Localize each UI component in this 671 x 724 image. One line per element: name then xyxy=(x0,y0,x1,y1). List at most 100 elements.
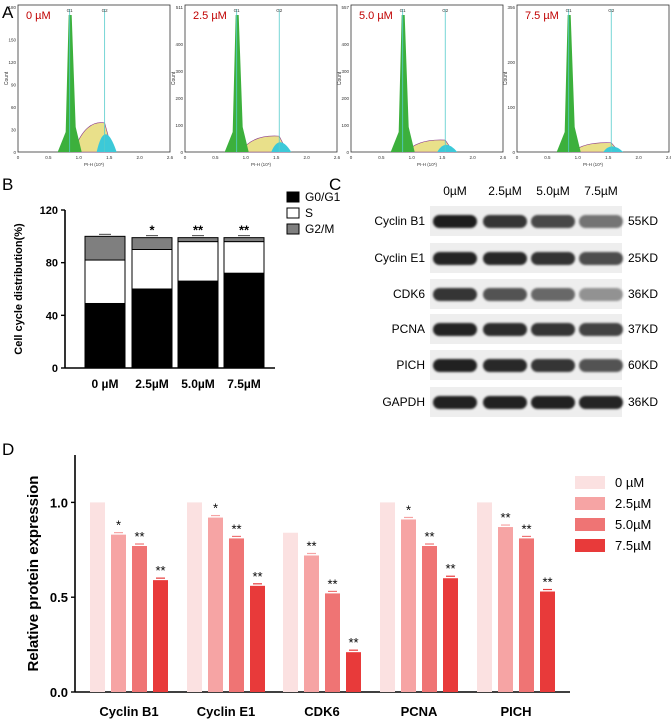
x-tick-label: 0.5 xyxy=(544,155,551,160)
bar-g2m xyxy=(177,237,219,243)
significance-mark: ** xyxy=(542,575,552,590)
blot-band xyxy=(483,288,527,301)
concentration-label: 7.5 µM xyxy=(525,10,559,22)
histogram-frame xyxy=(184,4,338,153)
legend-swatch xyxy=(575,539,605,552)
significance-mark: ** xyxy=(155,563,165,578)
bar-cyclinb1 xyxy=(153,580,168,692)
y-tick-label: 0.5 xyxy=(50,590,68,605)
blot-band xyxy=(531,359,575,372)
bar-pcna xyxy=(422,546,437,692)
significance-mark: ** xyxy=(348,635,358,650)
blot-band xyxy=(579,359,623,372)
legend-swatch xyxy=(286,223,300,235)
x-tick-label: 2.0 xyxy=(136,155,143,160)
y-top-label: 511 xyxy=(176,5,184,10)
blot-band xyxy=(531,396,575,409)
histogram-frame xyxy=(350,4,504,153)
legend-label: 5.0µM xyxy=(615,517,651,532)
y-tick-label: 60 xyxy=(11,105,17,110)
legend-swatch xyxy=(286,207,300,219)
x-tick-label: 0 µM xyxy=(92,377,119,391)
significance-mark: ** xyxy=(231,521,241,536)
y-tick-label: 100 xyxy=(341,123,349,128)
blot-band xyxy=(579,252,623,265)
x-tick-label: 0 xyxy=(516,155,519,160)
panel-a-letter: A xyxy=(2,3,14,22)
y-tick-label: 90 xyxy=(11,83,17,88)
gate-label-g2: G2 xyxy=(442,8,449,13)
x-tick-label: Cyclin B1 xyxy=(99,704,158,719)
blot-band xyxy=(433,323,477,336)
legend-swatch xyxy=(575,476,605,489)
x-axis-label: PI-H (10⁵) xyxy=(84,162,105,167)
blot-band xyxy=(483,396,527,409)
blot-band xyxy=(531,215,575,228)
molecular-weight: 36KD xyxy=(628,395,659,409)
y-tick-label: 0 xyxy=(180,150,183,155)
bar-pich xyxy=(540,591,555,692)
protein-name: PICH xyxy=(396,358,425,372)
histogram-0: 0 30 60 90 120 150 180 Count 0 0.5 1.0 1.5 2.0 2.6 PI-… xyxy=(4,4,174,167)
x-tick-label: PICH xyxy=(500,704,531,719)
x-tick-label: 1.0 xyxy=(575,155,582,160)
y-tick-label: 0 xyxy=(512,150,515,155)
significance-mark: ** xyxy=(445,561,455,576)
x-axis-label: PI-H (10⁵) xyxy=(583,162,604,167)
protein-name: CDK6 xyxy=(392,287,425,301)
lane-label: 7.5µM xyxy=(584,184,618,198)
y-tick-label: 300 xyxy=(341,69,349,74)
panel-b-letter: B xyxy=(2,175,14,194)
x-tick-label: 0 xyxy=(184,155,187,160)
x-tick-label: PCNA xyxy=(401,704,438,719)
blot-band xyxy=(433,215,477,228)
gate-label-g2: G2 xyxy=(276,8,283,13)
y-tick-label: 200 xyxy=(507,60,515,65)
significance-mark: ** xyxy=(521,521,531,536)
blot-band xyxy=(531,323,575,336)
legend-swatch xyxy=(575,497,605,510)
protein-name: Cyclin B1 xyxy=(374,214,425,228)
x-tick-label: 1.0 xyxy=(76,155,83,160)
blot-band xyxy=(433,252,477,265)
x-tick-label: 1.5 xyxy=(106,155,113,160)
x-tick-label: 7.5µM xyxy=(227,377,261,391)
x-tick-label: 2.6 xyxy=(167,155,174,160)
blot-band xyxy=(579,396,623,409)
blot-band xyxy=(579,215,623,228)
y-tick-label: 100 xyxy=(175,123,183,128)
x-tick-label: Cyclin E1 xyxy=(197,704,256,719)
x-tick-label: 2.5µM xyxy=(135,377,169,391)
bar-g0g1 xyxy=(84,302,126,369)
molecular-weight: 37KD xyxy=(628,322,659,336)
y-tick-label: 80 xyxy=(46,258,58,270)
significance-mark: ** xyxy=(424,529,434,544)
x-tick-label: 1.0 xyxy=(409,155,416,160)
histogram-2: 0 100 200 300 400 557 Count 0 0.5 1.0 1.5 2.0 2.6 PI-… xyxy=(337,4,507,167)
bar-cyclinb1 xyxy=(111,534,126,692)
legend-swatch xyxy=(286,191,300,203)
blot-band xyxy=(433,359,477,372)
significance-mark: ** xyxy=(239,223,250,238)
bar-cyclinb1 xyxy=(90,502,105,692)
x-axis-label: PI-H (10⁵) xyxy=(251,162,272,167)
panel-c-letter: C xyxy=(329,175,342,194)
significance-mark: * xyxy=(406,502,411,517)
significance-mark: * xyxy=(213,501,218,516)
x-tick-label: 2.6 xyxy=(666,155,671,160)
x-tick-label: 2.0 xyxy=(303,155,310,160)
legend-label: G2/M xyxy=(305,222,334,236)
bar-g2m xyxy=(131,237,173,251)
gate-label-g1: G1 xyxy=(400,8,407,13)
bar-cycline1 xyxy=(208,517,223,692)
significance-mark: ** xyxy=(306,538,316,553)
y-top-label: 356 xyxy=(507,5,515,10)
gate-label-g1: G1 xyxy=(67,8,74,13)
legend-label: 7.5µM xyxy=(615,538,651,553)
protein-name: GAPDH xyxy=(382,395,425,409)
blot-band xyxy=(483,359,527,372)
y-tick-label: 400 xyxy=(175,42,183,47)
molecular-weight: 36KD xyxy=(628,287,659,301)
y-tick-label: 120 xyxy=(40,205,58,217)
